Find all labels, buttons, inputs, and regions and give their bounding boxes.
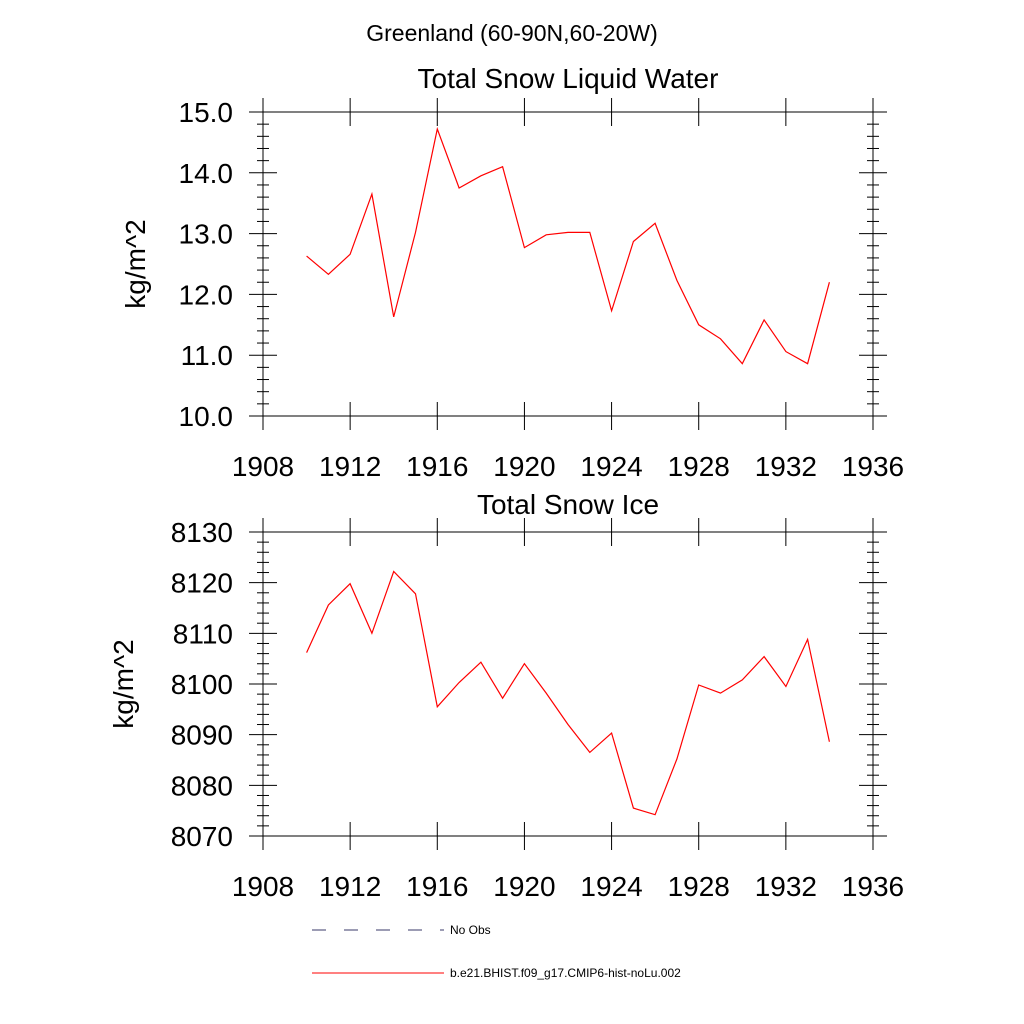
x-tick-label: 1908 bbox=[232, 451, 294, 482]
y-tick-label: 8120 bbox=[171, 568, 233, 599]
series-line bbox=[306, 126, 830, 365]
y-tick-label: 13.0 bbox=[179, 219, 234, 250]
y-tick-label: 11.0 bbox=[181, 340, 233, 371]
y-tick-label: 14.0 bbox=[179, 158, 234, 189]
x-tick-label: 1936 bbox=[842, 871, 904, 902]
panel-snow-liquid-water: Total Snow Liquid Water kg/m^2 1908 1912 191… bbox=[120, 63, 904, 482]
x-tick-label: 1928 bbox=[668, 451, 730, 482]
x-tick-label: 1920 bbox=[493, 451, 555, 482]
y-tick-label: 8090 bbox=[171, 720, 233, 751]
y-axis-label: kg/m^2 bbox=[120, 219, 151, 308]
y-tick-label: 10.0 bbox=[179, 401, 234, 432]
x-tick-label: 1912 bbox=[319, 451, 381, 482]
plot-frame bbox=[262, 111, 874, 417]
x-tick-label: 1908 bbox=[232, 871, 294, 902]
y-tick-label: 15.0 bbox=[179, 97, 234, 128]
y-tick-label: 8100 bbox=[171, 669, 233, 700]
x-tick-label: 1936 bbox=[842, 451, 904, 482]
chart-title: Total Snow Liquid Water bbox=[418, 63, 719, 94]
figure-title: Greenland (60-90N,60-20W) bbox=[366, 20, 657, 46]
y-tick-label: 8110 bbox=[173, 618, 233, 649]
y-tick-label: 8070 bbox=[171, 821, 233, 852]
legend: No Obs b.e21.BHIST.f09_g17.CMIP6-hist-no… bbox=[312, 923, 681, 980]
y-axis-label: kg/m^2 bbox=[108, 639, 139, 728]
x-tick-label: 1924 bbox=[580, 451, 642, 482]
x-tick-label: 1916 bbox=[406, 871, 468, 902]
legend-label-model: b.e21.BHIST.f09_g17.CMIP6-hist-noLu.002 bbox=[450, 966, 681, 980]
legend-label-no-obs: No Obs bbox=[450, 923, 491, 937]
x-tick-label: 1920 bbox=[493, 871, 555, 902]
plot-frame bbox=[262, 531, 874, 837]
x-tick-label: 1916 bbox=[406, 451, 468, 482]
y-tick-label: 12.0 bbox=[179, 279, 234, 310]
chart-title: Total Snow Ice bbox=[477, 489, 659, 520]
x-tick-label: 1932 bbox=[755, 871, 817, 902]
x-tick-label: 1924 bbox=[580, 871, 642, 902]
x-tick-label: 1912 bbox=[319, 871, 381, 902]
panel-snow-ice: Total Snow Ice kg/m^2 1908 1912 1916 1920 1924… bbox=[108, 489, 904, 902]
series-line bbox=[306, 570, 830, 816]
y-tick-label: 8130 bbox=[171, 517, 233, 548]
x-tick-label: 1932 bbox=[755, 451, 817, 482]
y-tick-label: 8080 bbox=[171, 770, 233, 801]
x-tick-label: 1928 bbox=[668, 871, 730, 902]
